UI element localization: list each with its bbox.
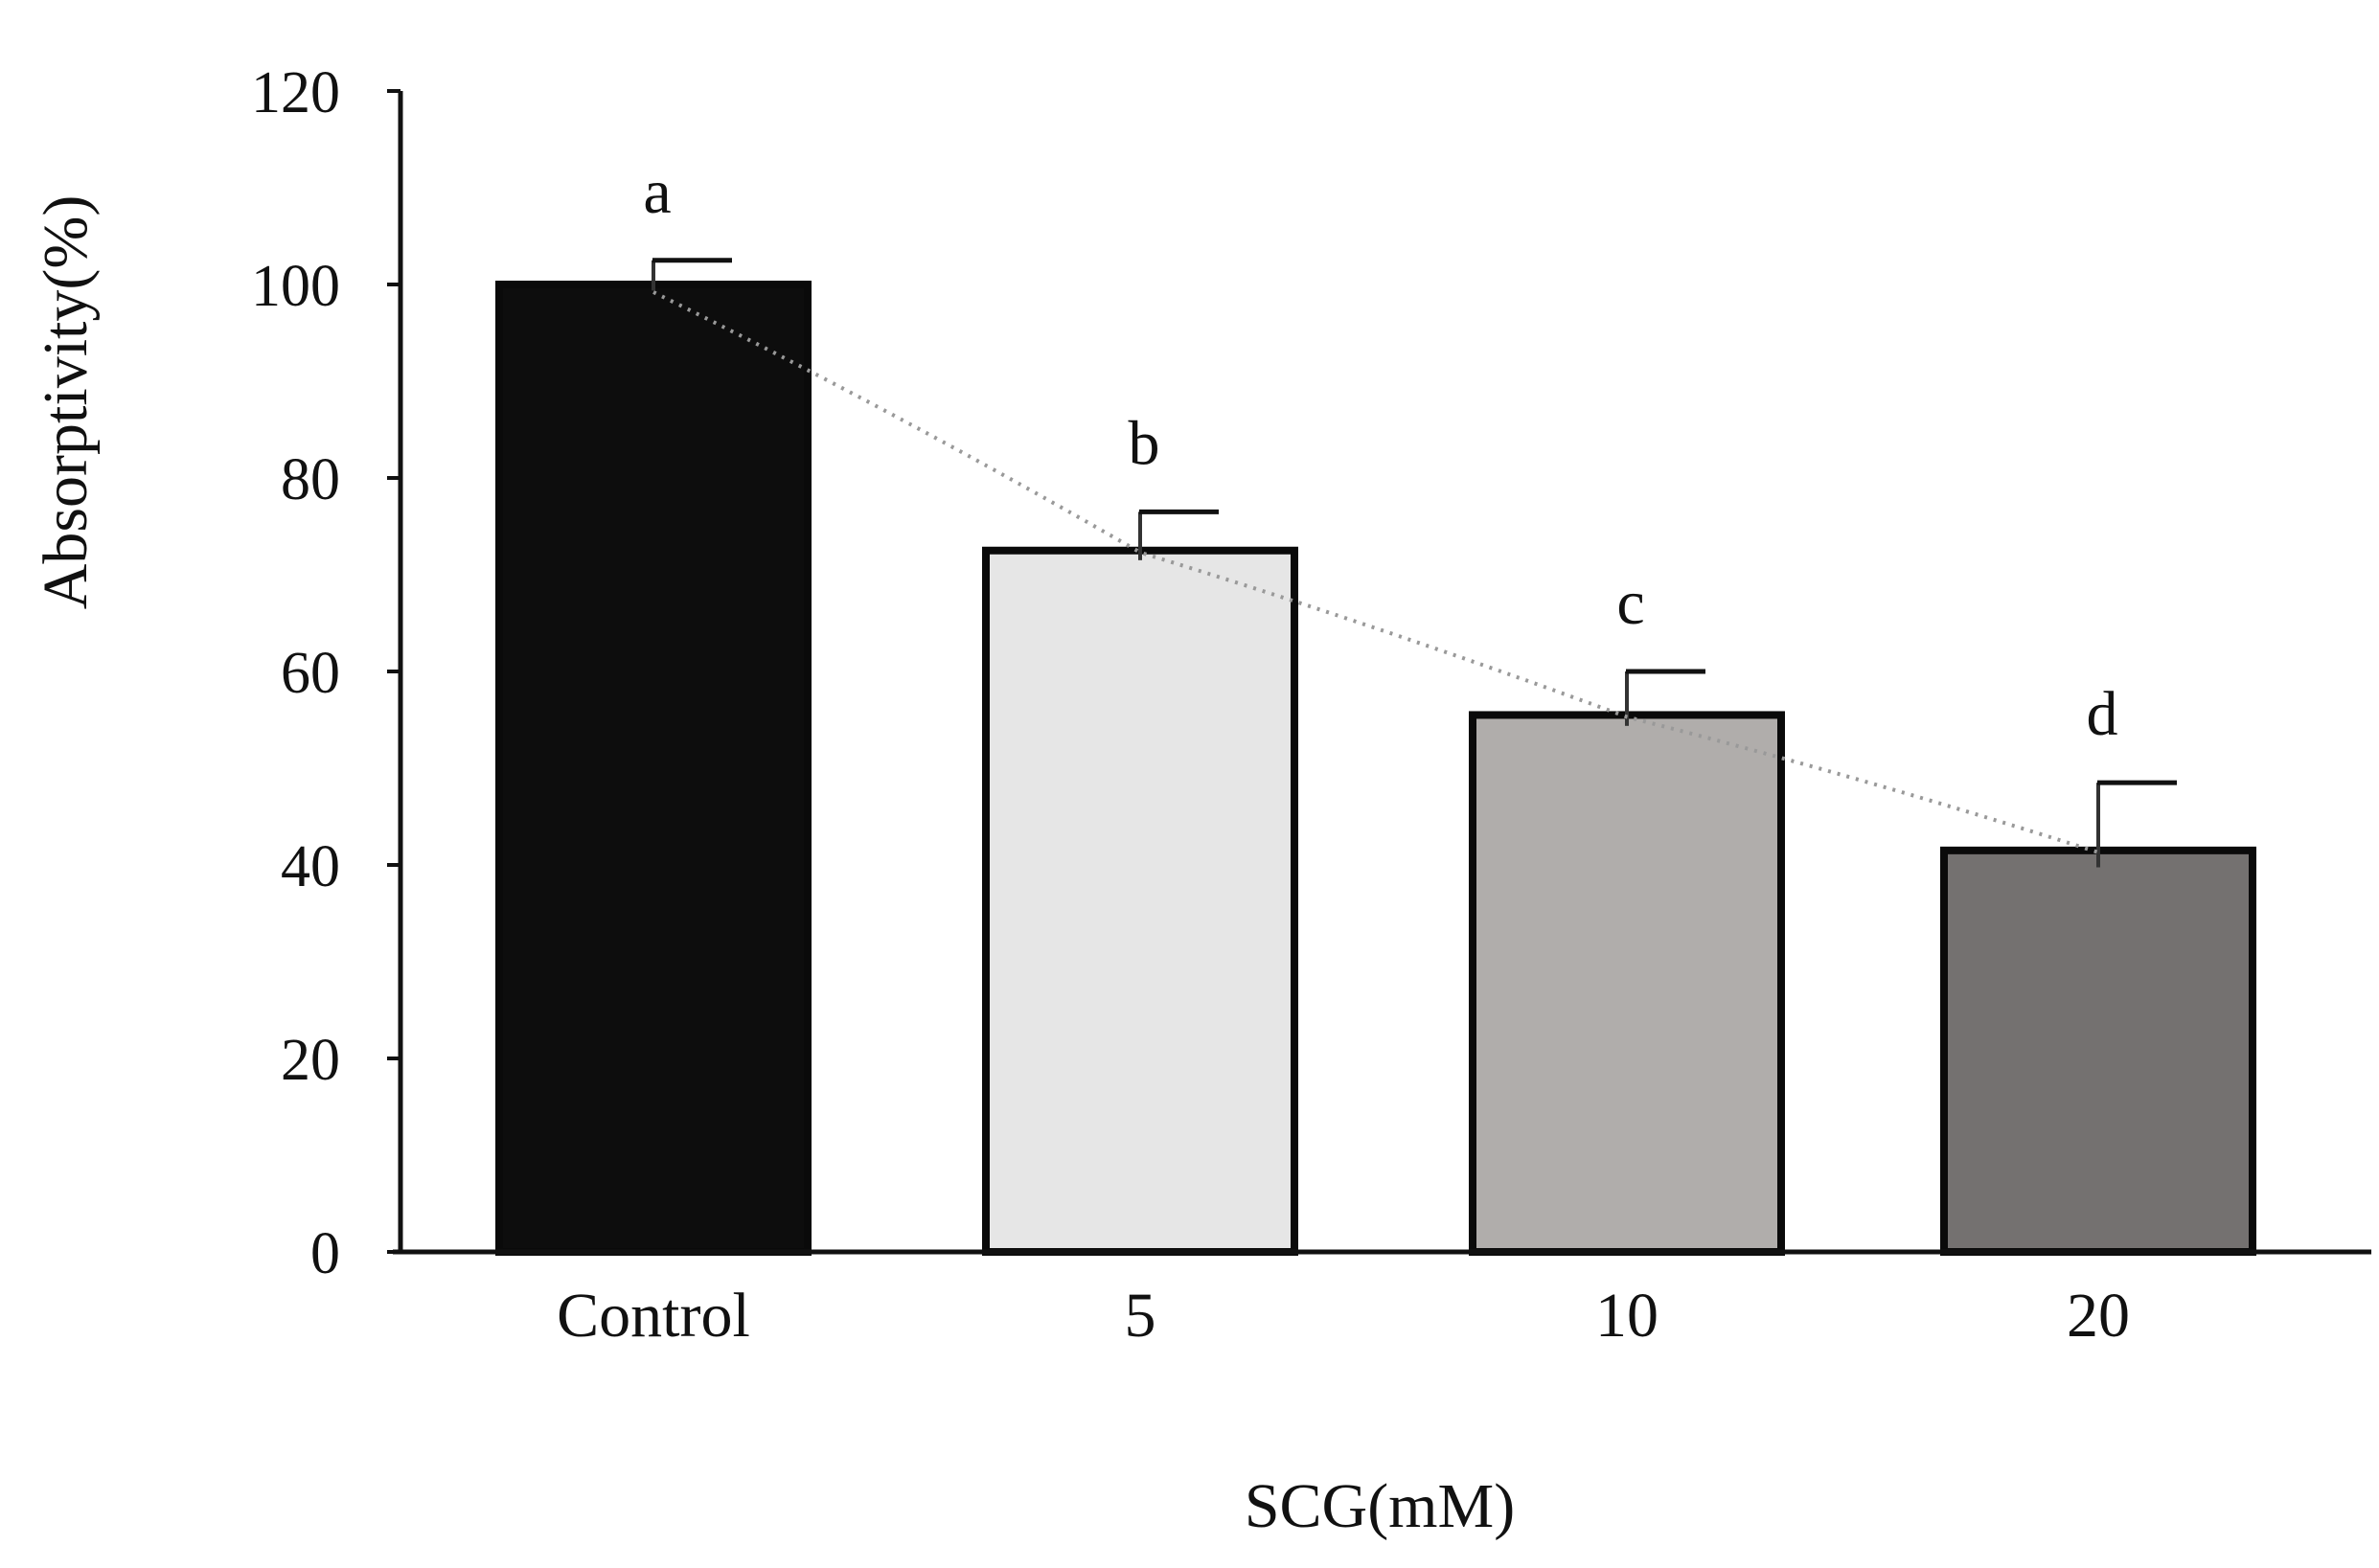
y-tick-label: 60 [281,641,340,706]
significance-labels: a b c d [643,157,2117,749]
y-tick-label: 40 [281,834,340,899]
x-category-label: 10 [1595,1281,1658,1351]
y-tick-label: 20 [281,1028,340,1093]
y-tick-label: 80 [281,447,340,512]
bar-control [495,281,812,1256]
y-axis-ticks: 0 20 40 60 80 100 120 [251,60,400,1286]
x-axis-title: SCG(mM) [1245,1471,1515,1541]
y-tick-label: 100 [251,254,340,319]
error-bars [652,258,2177,868]
significance-label: c [1616,568,1644,638]
x-category-label: Control [557,1281,750,1351]
bar-20 [1940,846,2256,1256]
x-axis-categories: Control 5 10 20 [557,1281,2130,1351]
trendline [652,290,2099,854]
y-axis-title: Absorptivity(%) [31,195,101,610]
x-category-label: 5 [1125,1281,1156,1351]
y-tick-label: 0 [310,1221,340,1286]
significance-label: b [1129,408,1160,478]
significance-label: a [643,157,671,227]
bars [495,281,2256,1256]
bar-10 [1469,711,1785,1256]
x-category-label: 20 [2067,1281,2130,1351]
y-tick-label: 120 [251,60,340,125]
significance-label: d [2087,679,2118,749]
bar-5 [982,546,1298,1256]
